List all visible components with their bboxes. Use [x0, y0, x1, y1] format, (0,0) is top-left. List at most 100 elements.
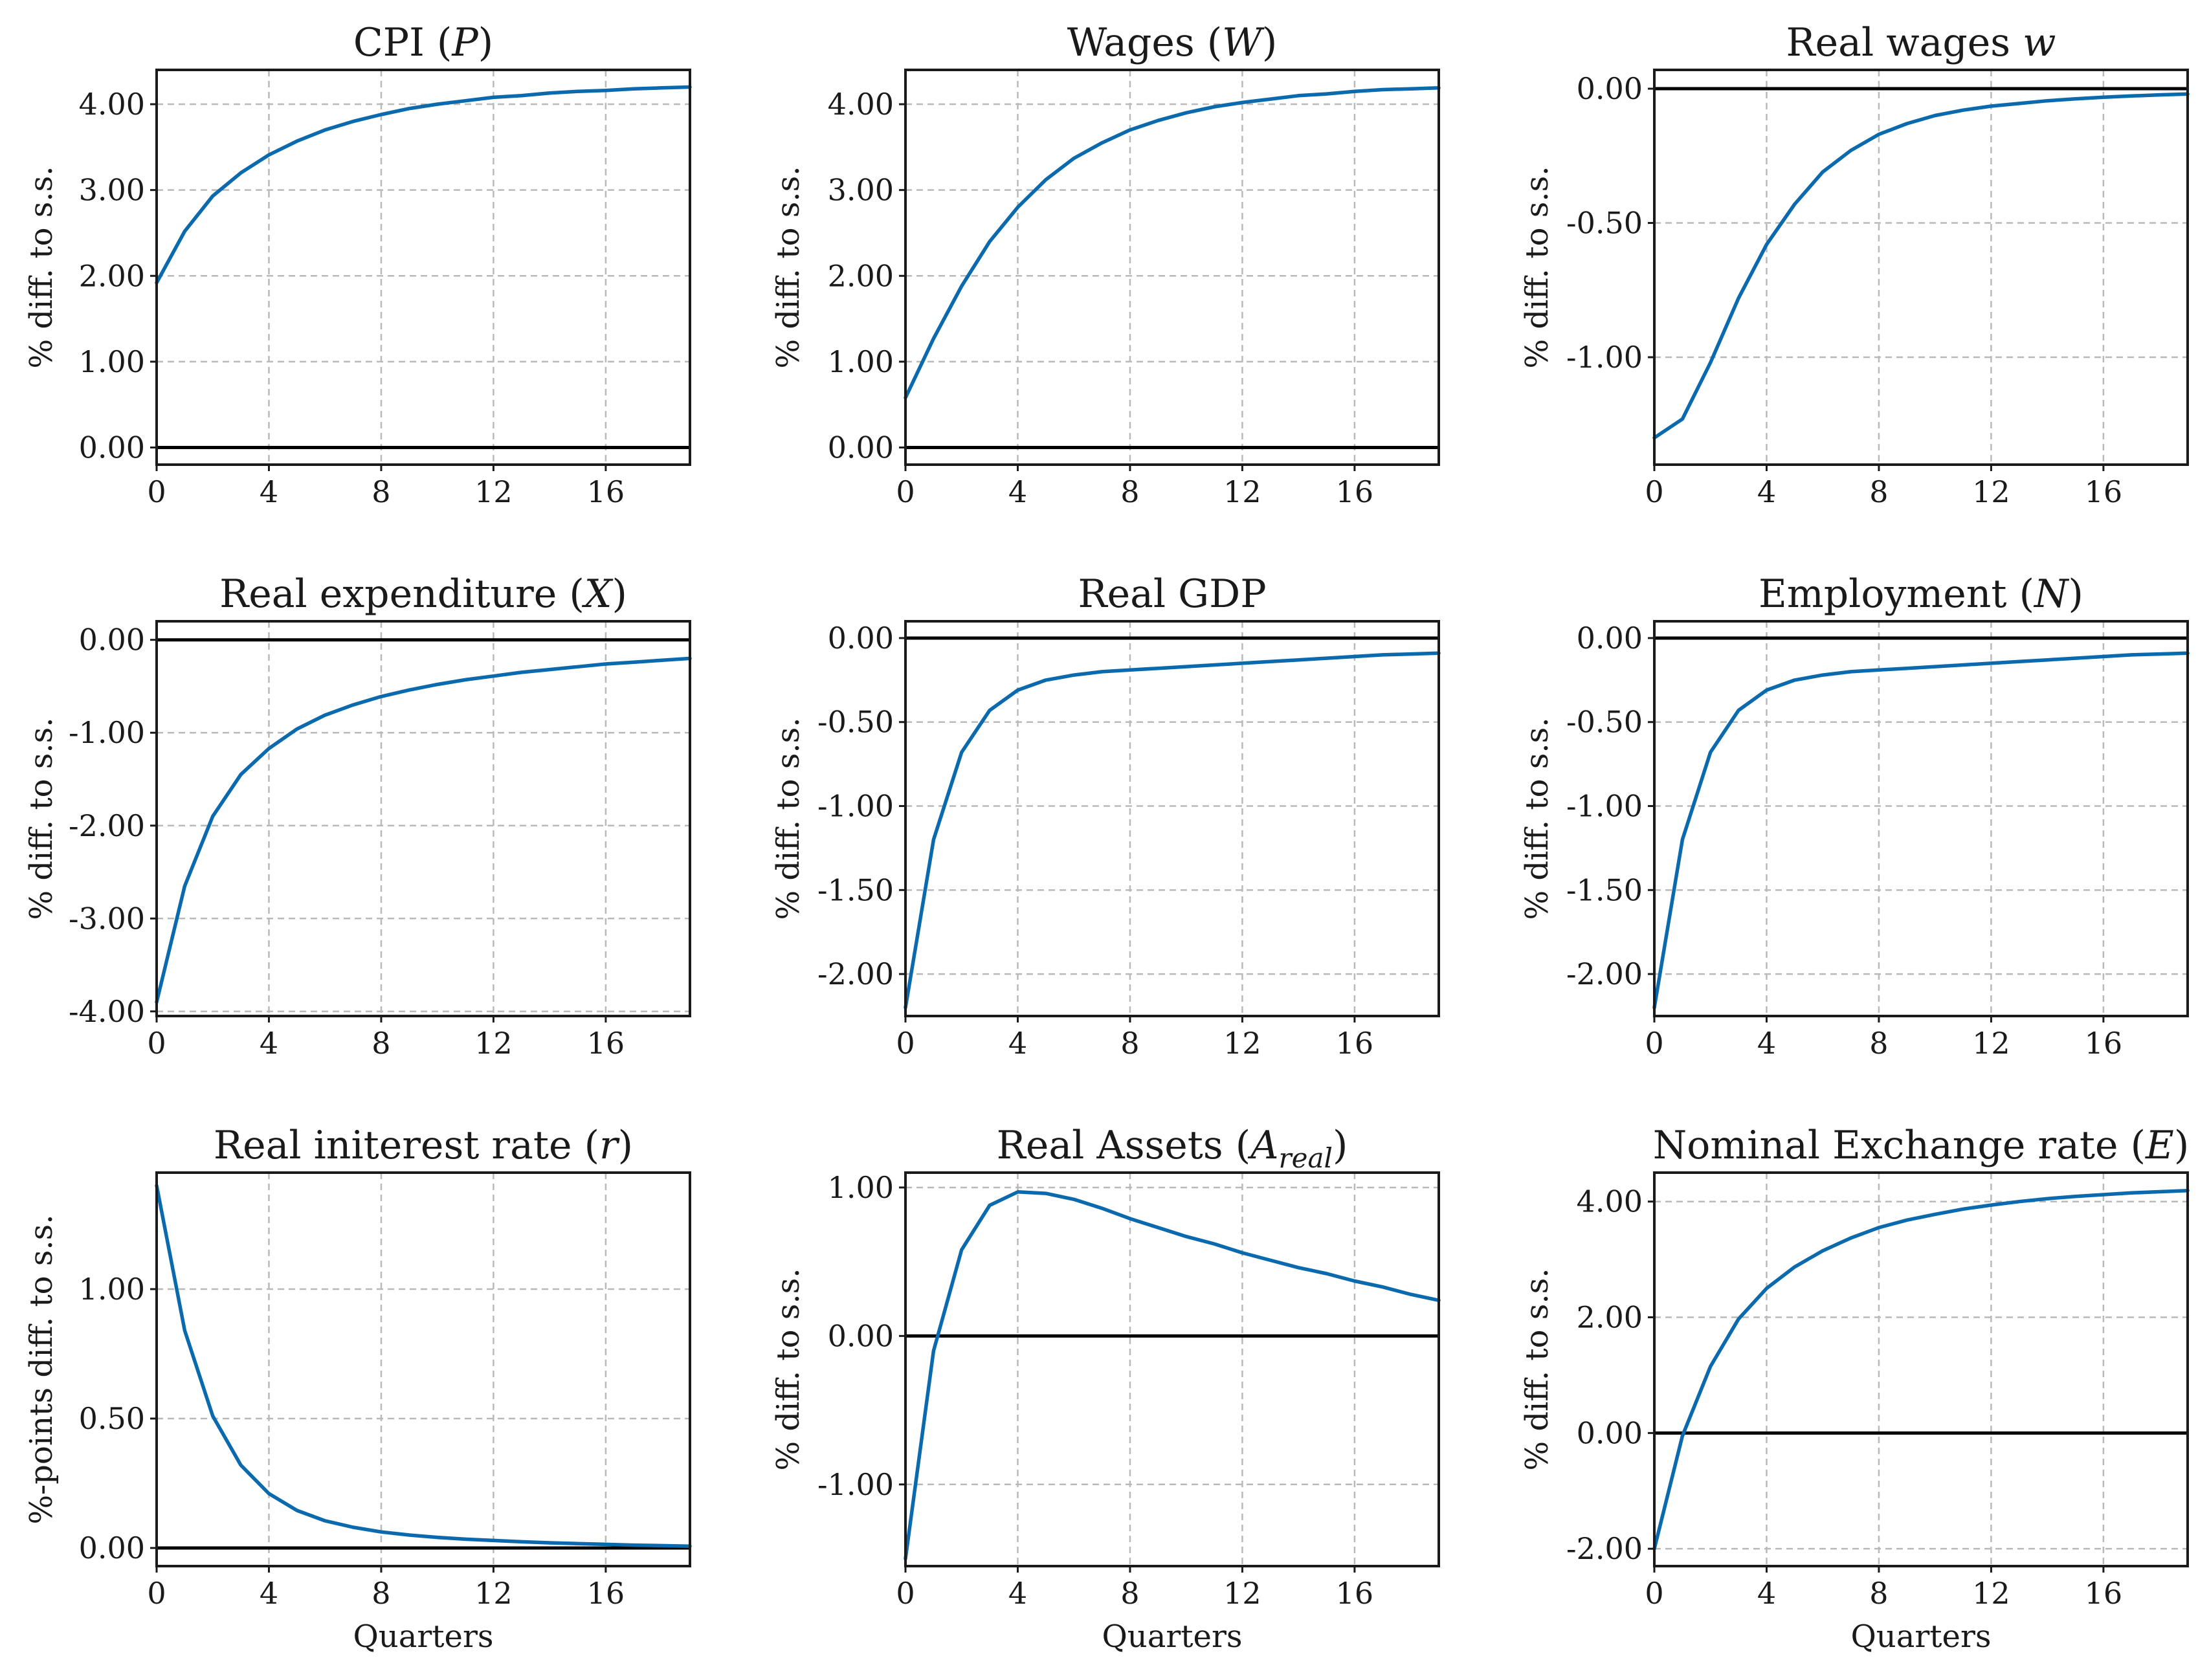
chart-6-xtick-label-2: 8 — [1869, 1026, 1888, 1061]
chart-1-xtick-label-4: 16 — [587, 474, 625, 509]
chart-3-series-line-1 — [1652, 92, 2190, 440]
chart-9-ylabel: % diff. to s.s. — [1519, 1268, 1555, 1470]
chart-4-point-13 — [520, 670, 523, 674]
chart-7-point-1 — [183, 1329, 186, 1332]
chart-1-ytick-label-2: 2.00 — [79, 258, 145, 293]
chart-8-point-1 — [932, 1349, 935, 1353]
chart-6-point-11 — [1962, 663, 1965, 667]
chart-8-title: Real Assets (Areal) — [997, 1123, 1348, 1174]
chart-7-point-7 — [351, 1526, 355, 1529]
chart-5-xtick-label-4: 16 — [1336, 1026, 1374, 1061]
chart-3-point-10 — [1933, 114, 1937, 117]
chart-8-xtick-label-1: 4 — [1008, 1576, 1027, 1611]
chart-8-point-8 — [1128, 1217, 1131, 1221]
chart-2-xtick-label-4: 16 — [1336, 474, 1374, 509]
chart-2-ytick-label-1: 1.00 — [828, 344, 894, 379]
chart-9-xlabel: Quarters — [1850, 1619, 1991, 1655]
chart-4-point-7 — [351, 703, 355, 707]
chart-2-point-5 — [1044, 178, 1047, 181]
chart-5-point-12 — [1241, 661, 1244, 665]
chart-3-point-2 — [1709, 361, 1712, 364]
chart-8-xtick-label-0: 0 — [896, 1576, 915, 1611]
chart-7-ylabel: %-points diff. to s.s. — [23, 1214, 60, 1524]
chart-9-xtick-label-3: 12 — [1972, 1576, 2010, 1611]
chart-4-xtick-label-1: 4 — [260, 1026, 278, 1061]
chart-9-series-line-1 — [1652, 1188, 2190, 1551]
chart-3-xtick-label-1: 4 — [1757, 474, 1776, 509]
chart-3-point-11 — [1962, 109, 1965, 112]
chart-7-point-13 — [520, 1540, 523, 1543]
chart-9-ytick-label-3: 4.00 — [1577, 1184, 1643, 1219]
chart-4-point-17 — [632, 661, 636, 664]
chart-1-point-1 — [183, 230, 186, 233]
chart-4-point-4 — [267, 747, 271, 750]
chart-2-ylabel: % diff. to s.s. — [770, 166, 806, 368]
chart-7-point-2 — [211, 1415, 214, 1418]
chart-5-point-17 — [1381, 653, 1384, 656]
chart-4-point-16 — [604, 663, 607, 666]
chart-3-xtick-label-0: 0 — [1645, 474, 1663, 509]
chart-8-series-line-1 — [904, 1190, 1441, 1561]
chart-4-ytick-label-2: -2.00 — [69, 808, 145, 843]
chart-8-point-7 — [1100, 1207, 1104, 1210]
chart-5-point-6 — [1072, 674, 1076, 677]
chart-2-point-12 — [1241, 101, 1244, 104]
chart-9-point-3 — [1737, 1318, 1740, 1321]
chart-4-frame — [155, 620, 691, 1017]
chart-4-point-1 — [183, 885, 186, 888]
chart-1-point-4 — [267, 153, 271, 157]
chart-5-frame — [904, 620, 1440, 1017]
chart-2-point-8 — [1128, 128, 1131, 131]
chart-5-ytick-label-4: 0.00 — [828, 621, 894, 656]
chart-4-point-14 — [548, 668, 551, 671]
chart-5-point-3 — [988, 709, 992, 712]
chart-1-point-3 — [239, 171, 243, 175]
chart-6-ytick-label-4: 0.00 — [1577, 621, 1643, 656]
chart-3-point-8 — [1877, 133, 1880, 136]
chart-9-point-2 — [1709, 1365, 1712, 1368]
chart-3-point-5 — [1793, 203, 1796, 206]
chart-2-point-16 — [1353, 90, 1356, 93]
chart-2-point-15 — [1325, 93, 1328, 96]
chart-3-point-4 — [1765, 243, 1768, 246]
chart-1-point-16 — [604, 89, 607, 92]
chart-2-series-line-1 — [904, 86, 1441, 400]
chart-6-point-5 — [1793, 678, 1796, 681]
chart-6-point-4 — [1765, 689, 1768, 692]
chart-2-point-1 — [932, 337, 935, 340]
chart-3-xtick-label-2: 8 — [1869, 474, 1888, 509]
chart-4-xtick-label-2: 8 — [372, 1026, 390, 1061]
chart-3: 0 4 8 12 16 -1.00 -0.50 0.00 % diff. to s.s. Real… — [1519, 20, 2190, 509]
chart-7-xtick-label-1: 4 — [260, 1576, 278, 1611]
chart-5-title: Real GDP — [1078, 571, 1266, 617]
chart-7-point-4 — [267, 1492, 271, 1496]
chart-7-ytick-label-2: 1.00 — [79, 1272, 145, 1307]
chart-6-point-18 — [2158, 652, 2161, 656]
chart-1-point-5 — [295, 140, 298, 143]
chart-1-point-13 — [520, 94, 523, 97]
chart-4-point-18 — [660, 659, 663, 662]
chart-8-point-14 — [1297, 1266, 1300, 1269]
chart-5-point-5 — [1044, 678, 1047, 681]
chart-1-point-8 — [379, 113, 383, 116]
chart-1-xtick-label-2: 8 — [372, 474, 390, 509]
chart-7-xtick-label-4: 16 — [587, 1576, 625, 1611]
chart-5-point-4 — [1016, 689, 1019, 692]
chart-9-point-14 — [2046, 1197, 2049, 1200]
chart-5-point-1 — [932, 838, 935, 841]
chart-8-xtick-label-2: 8 — [1120, 1576, 1139, 1611]
chart-7-xtick-label-2: 8 — [372, 1576, 390, 1611]
chart-7-xtick-label-3: 12 — [474, 1576, 513, 1611]
chart-9-point-5 — [1793, 1265, 1796, 1268]
chart-8-ylabel: % diff. to s.s. — [770, 1268, 806, 1470]
chart-3-point-3 — [1737, 296, 1740, 300]
chart-6-xtick-label-4: 16 — [2085, 1026, 2123, 1061]
chart-9-point-17 — [2130, 1191, 2133, 1195]
chart-1-point-17 — [632, 87, 636, 91]
chart-3-point-17 — [2130, 94, 2133, 98]
chart-6-point-15 — [2074, 657, 2077, 660]
chart-4-ytick-label-0: -4.00 — [69, 994, 145, 1029]
chart-4-point-5 — [295, 727, 298, 731]
chart-4-xtick-label-3: 12 — [474, 1026, 513, 1061]
